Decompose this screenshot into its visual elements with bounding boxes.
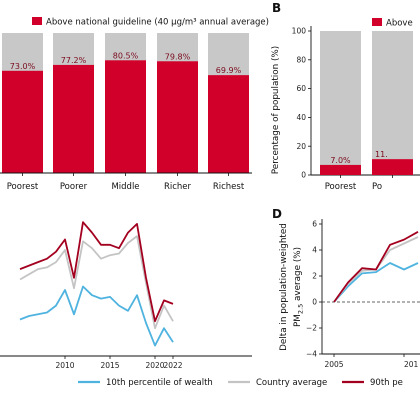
legend-label-avg: Country average [256, 378, 327, 388]
line-10th-percentile [19, 285, 174, 347]
legend-label-p90: 90th pe [370, 378, 403, 388]
panel-d-ylabel-line2: PM2.5 average (%) [293, 247, 305, 327]
bar-above-guideline [53, 64, 94, 173]
y-tick-label: 60 [296, 84, 306, 93]
bar-below-guideline [320, 31, 361, 175]
x-tick-label: 2022 [163, 361, 182, 370]
bar-value-label: 11. [375, 150, 388, 159]
x-tick-label: 2005 [324, 360, 343, 369]
bar-value-label: 69.9% [216, 66, 242, 75]
panel-a-bar-chart: 73.0% Poorest 77.2% Poorer 80.5% Middle 79.8% R… [0, 17, 269, 192]
bar-value-label: 7.0% [330, 156, 351, 165]
legend-swatch-above [32, 17, 42, 25]
y-tick-label: 100 [292, 27, 307, 36]
bar-below-guideline [372, 31, 413, 175]
panel-b-letter: B [272, 1, 281, 15]
line-90th-percentile [19, 221, 174, 323]
bar-above-guideline [2, 70, 43, 173]
category-label: Poorer [60, 182, 88, 192]
bar-value-label: 77.2% [61, 56, 87, 65]
line-90th-percentile [333, 231, 419, 303]
y-tick-label: 80 [296, 55, 306, 64]
y-tick-label: 0 [301, 171, 306, 180]
bar-value-label: 73.0% [10, 62, 36, 71]
x-tick-label: 2010 [55, 361, 74, 370]
bar-above-guideline [105, 60, 146, 173]
bar-above-guideline [372, 159, 413, 175]
bar-value-label: 80.5% [113, 51, 139, 60]
category-label: Poorest [325, 182, 357, 192]
legend-label-p10: 10th percentile of wealth [106, 378, 213, 388]
bar-above-guideline [320, 164, 361, 175]
category-label: Poorest [7, 182, 39, 192]
x-tick-label: 2020 [145, 361, 164, 370]
line-10th-percentile [333, 262, 419, 303]
y-tick-label: 40 [296, 113, 306, 122]
panel-d-letter: D [272, 207, 282, 221]
y-tick-label: 20 [296, 142, 306, 151]
panel-b-ylabel: Percentage of population (%) [271, 46, 281, 174]
panel-a-legend: Above national guideline (40 µg/m³ annua… [32, 17, 269, 28]
y-tick-label: −2 [306, 324, 317, 333]
y-tick-label: 0 [312, 298, 317, 307]
category-label: Richer [164, 182, 192, 192]
bar-value-label: 79.8% [165, 52, 191, 61]
panel-b-bar-chart: B Percentage of population (%) 0 20 40 60 80… [271, 1, 420, 192]
bar-above-guideline [157, 61, 198, 173]
x-tick-label: 201 [404, 360, 419, 369]
y-tick-label: 2 [312, 272, 317, 281]
panel-d-line-chart: D Delta in population-weighted PM2.5 ave… [272, 207, 420, 369]
category-label: Richest [213, 182, 245, 192]
line-country-average [19, 235, 174, 330]
legend-swatch-above-b [372, 18, 382, 26]
bottom-legend: 10th percentile of wealth Country averag… [78, 378, 403, 388]
legend-label-above-b: Above [386, 19, 413, 29]
bar-above-guideline [208, 75, 249, 173]
y-tick-label: −4 [306, 350, 317, 359]
x-tick-label: 2015 [100, 361, 119, 370]
panel-d-ylabel-line1: Delta in population-weighted [279, 223, 289, 351]
category-label: Po [372, 182, 382, 192]
y-tick-label: 4 [312, 246, 317, 255]
category-label: Middle [111, 182, 139, 192]
panel-b-legend: Above [372, 18, 413, 29]
legend-label-above: Above national guideline (40 µg/m³ annua… [46, 18, 269, 28]
y-tick-label: 6 [312, 220, 317, 229]
